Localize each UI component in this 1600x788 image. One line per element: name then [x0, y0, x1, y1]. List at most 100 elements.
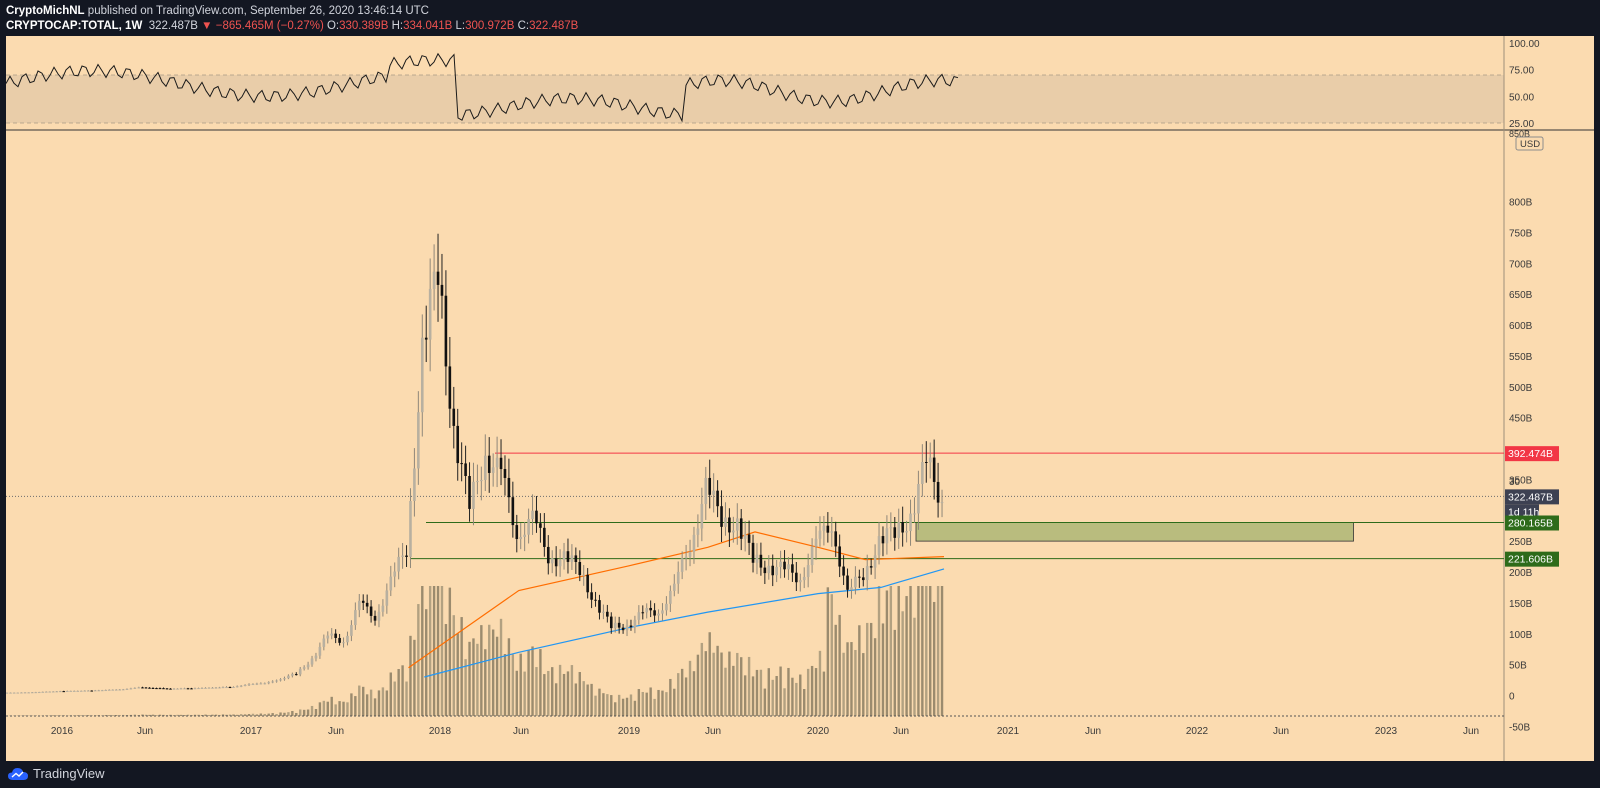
- candle-body: [602, 611, 605, 613]
- candle-body: [629, 625, 633, 628]
- candle-body: [243, 685, 247, 687]
- candle-body: [51, 691, 55, 693]
- volume-bar: [621, 698, 625, 716]
- volume-bar: [755, 669, 759, 716]
- volume-bar: [732, 665, 735, 716]
- volume-bar: [342, 701, 345, 716]
- candle-body: [133, 687, 137, 689]
- candle-body: [535, 510, 538, 524]
- volume-bar: [932, 601, 936, 716]
- volume-bar: [877, 586, 881, 716]
- volume-bar: [148, 714, 151, 716]
- candle-body: [30, 692, 34, 694]
- candle-body: [322, 638, 326, 647]
- price-chart[interactable]: 800B750B700B650B600B550B500B450B350B300B…: [0, 36, 1594, 761]
- volume-bar: [862, 653, 865, 716]
- volume-bar: [232, 714, 235, 716]
- candle-body: [420, 337, 424, 413]
- volume-bar: [255, 714, 259, 716]
- candle-body: [606, 611, 609, 617]
- candle-body: [452, 408, 456, 426]
- author-name[interactable]: CryptoMichNL: [6, 5, 85, 17]
- volume-bar: [783, 688, 786, 716]
- volume-bar: [641, 691, 644, 716]
- volume-bar: [214, 714, 218, 716]
- volume-bar: [306, 709, 310, 716]
- volume-bar: [669, 678, 672, 716]
- candle-body: [271, 681, 274, 683]
- candle-body: [869, 566, 873, 568]
- candle-body: [759, 554, 763, 568]
- chart-area[interactable]: 800B750B700B650B600B550B500B450B350B300B…: [0, 36, 1594, 761]
- candle-body: [519, 537, 523, 540]
- volume-bar: [842, 652, 845, 716]
- candle-body: [928, 457, 932, 463]
- tradingview-logo[interactable]: TradingView: [8, 766, 105, 781]
- candle-body: [440, 284, 444, 296]
- volume-bar: [728, 651, 731, 716]
- candle-body: [795, 572, 798, 583]
- candle-body: [499, 457, 503, 470]
- candle-body: [221, 687, 225, 689]
- price-level-box: [1505, 551, 1559, 567]
- open-label: O:: [326, 20, 340, 32]
- volume-bar: [602, 693, 605, 716]
- volume-bar: [52, 715, 55, 716]
- candle-body: [877, 536, 881, 556]
- volume-bar: [724, 667, 727, 716]
- volume-bar: [570, 665, 574, 716]
- candle-body: [594, 599, 597, 601]
- candle-body: [436, 271, 440, 285]
- candle-body: [251, 684, 255, 686]
- volume-bar: [389, 672, 392, 716]
- volume-bar: [791, 677, 794, 716]
- ma-blue-line: [424, 568, 945, 678]
- volume-bar: [228, 714, 232, 716]
- time-tick-label: Jun: [328, 726, 344, 737]
- candle-body: [566, 551, 570, 562]
- candle-body: [225, 687, 228, 689]
- volume-bar: [373, 698, 377, 716]
- volume-bar: [310, 705, 314, 716]
- price-tick-label: 750B: [1509, 228, 1533, 239]
- volume-bar: [444, 624, 448, 716]
- volume-bar: [645, 692, 648, 716]
- time-axis[interactable]: 2016 Jun 2017 Jun 2018 Jun 2019 Jun 2020 Jun 2021 J…: [6, 715, 1504, 737]
- candle-body: [491, 467, 495, 473]
- symbol-label[interactable]: CRYPTOCAP:TOTAL, 1W: [6, 20, 143, 32]
- candle-body: [921, 461, 924, 485]
- candle-body: [125, 688, 129, 690]
- price-tick-label: 800B: [1509, 198, 1533, 209]
- candle-body: [413, 468, 416, 501]
- candle-body: [826, 525, 830, 533]
- volume-bar: [385, 690, 389, 716]
- volume-bar: [397, 669, 400, 716]
- volume-bar: [531, 646, 534, 716]
- price-level-text: 392.474B: [1508, 448, 1553, 460]
- ohlc-line: CRYPTOCAP:TOTAL, 1W 322.487B ▼ −865.465M…: [6, 20, 578, 32]
- candle-body: [34, 692, 38, 694]
- volume-bar: [176, 714, 179, 716]
- candle-body: [798, 580, 802, 583]
- candle-body: [487, 455, 491, 473]
- volume-bar: [225, 714, 228, 716]
- candle-body: [48, 691, 52, 693]
- volume-bar: [302, 709, 306, 716]
- volume-bar: [511, 654, 515, 716]
- candle-body: [747, 534, 751, 543]
- candlesticks: [0, 233, 944, 694]
- candle-body: [732, 530, 735, 533]
- volume-bar: [700, 642, 704, 716]
- candle-body: [806, 565, 810, 577]
- volume-bar: [775, 676, 778, 716]
- candle-body: [515, 525, 519, 540]
- candle-body: [186, 688, 190, 690]
- volume-bar: [111, 715, 114, 716]
- price-scale[interactable]: 800B750B700B650B600B550B500B450B350B300B…: [1509, 129, 1544, 733]
- price-tick-label: 30: [1509, 477, 1521, 488]
- candle-body: [41, 691, 45, 693]
- volume-bar: [799, 674, 802, 716]
- volume-bar: [771, 679, 774, 716]
- candle-body: [193, 688, 197, 690]
- volume-bar: [59, 715, 62, 716]
